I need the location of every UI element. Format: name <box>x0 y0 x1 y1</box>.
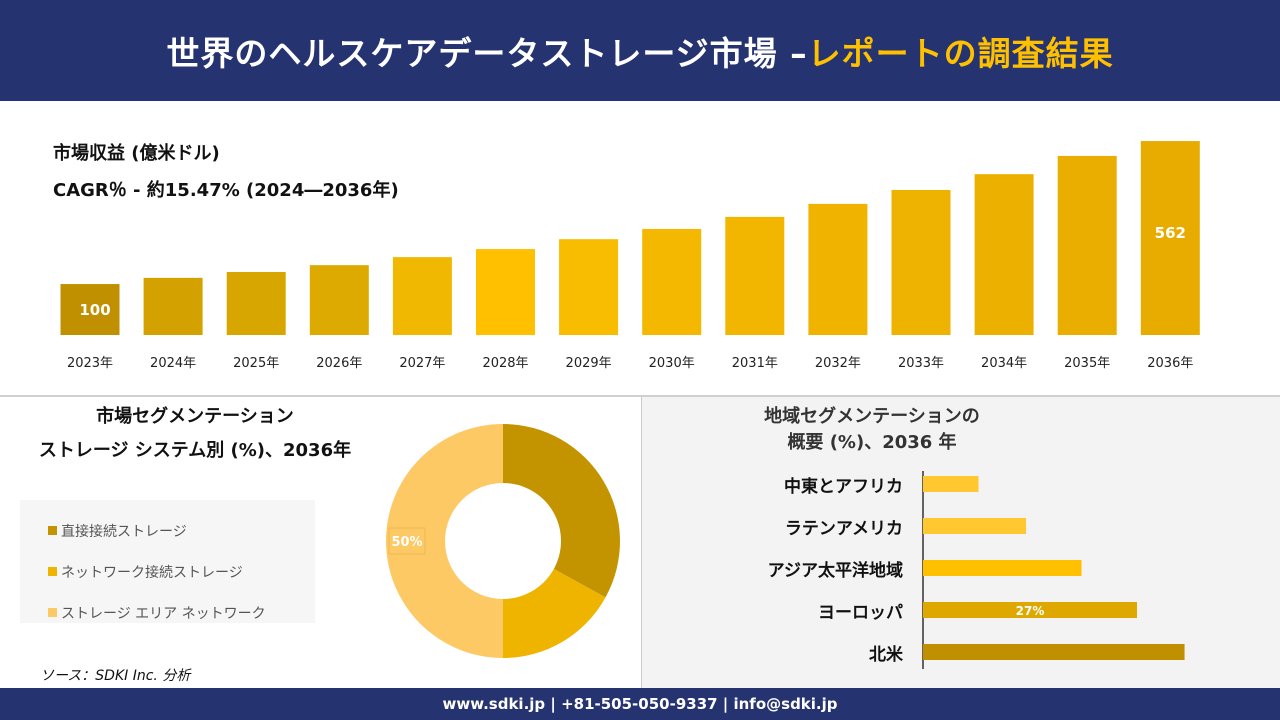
bar-ヨーロッパ <box>923 602 1137 618</box>
region-title-1: 地域セグメンテーションの <box>764 406 980 427</box>
bar-2031年 <box>725 216 785 335</box>
y-tick-label: ヨーロッパ <box>818 603 903 623</box>
region-title-2: 概要 (%)、2036 年 <box>787 432 957 453</box>
y-tick-label: アジア太平洋地域 <box>767 561 903 581</box>
x-tick-label: 2026年 <box>316 356 362 371</box>
bar-中東とアフリカ <box>923 476 979 492</box>
storage-donut-chart: 50% <box>386 424 620 658</box>
legend-label: 直接接続ストレージ <box>61 523 187 540</box>
bar-2029年 <box>559 239 619 335</box>
x-tick-label: 2023年 <box>67 356 113 371</box>
y-tick-label: 中東とアフリカ <box>784 477 903 497</box>
x-tick-label: 2025年 <box>233 356 279 371</box>
legend-item: 直接接続ストレージ <box>48 510 315 551</box>
x-tick-label: 2036年 <box>1147 356 1193 371</box>
legend-item: ネットワーク接続ストレージ <box>48 551 315 592</box>
region-bar-chart: 27% <box>922 471 1185 669</box>
footer-contact: www.sdki.jp | +81-505-050-9337 | info@sd… <box>0 688 1280 720</box>
source-note: ソース：SDKI Inc. 分析 <box>40 668 191 684</box>
bar-2033年 <box>891 189 951 335</box>
divider <box>0 395 1280 397</box>
legend-swatch <box>48 526 57 535</box>
donut-slice-0 <box>503 424 620 598</box>
x-tick-label: 2035年 <box>1064 356 1110 371</box>
data-label-box <box>388 527 426 555</box>
bar-2034年 <box>974 174 1034 335</box>
x-tick-label: 2024年 <box>150 356 196 371</box>
legend-swatch <box>48 567 57 576</box>
legend-swatch <box>48 608 57 617</box>
data-label: 50% <box>391 535 422 550</box>
legend-label: ストレージ エリア ネットワーク <box>61 605 266 622</box>
header-title: 世界のヘルスケアデータストレージ市場 – <box>166 33 808 73</box>
bar-アジア太平洋地域 <box>923 560 1082 576</box>
bar-2035年 <box>1057 155 1117 335</box>
bar-2024年 <box>143 277 203 335</box>
bar-2032年 <box>808 203 868 335</box>
data-label: 27% <box>1016 604 1045 618</box>
bar-2025年 <box>226 271 286 335</box>
storage-segment-section: 市場セグメンテーション ストレージ システム別 (%)、2036年 直接接続スト… <box>0 397 640 688</box>
x-tick-label: 2027年 <box>399 356 445 371</box>
bar-2027年 <box>392 257 452 335</box>
region-segment-section: 地域セグメンテーションの 概要 (%)、2036 年 中東とアフリカ ラテンアメリ… <box>641 397 1280 688</box>
x-tick-label: 2031年 <box>732 356 778 371</box>
bar-2028年 <box>476 249 535 335</box>
bar-2026年 <box>309 265 369 335</box>
legend-label: ネットワーク接続ストレージ <box>61 564 243 581</box>
page-header: 世界のヘルスケアデータストレージ市場 – レポートの調査結果 <box>0 0 1280 101</box>
donut-legend: 直接接続ストレージネットワーク接続ストレージストレージ エリア ネットワーク <box>20 500 315 623</box>
x-tick-label: 2028年 <box>482 356 528 371</box>
donut-slice-2 <box>386 424 503 658</box>
x-tick-label: 2032年 <box>815 356 861 371</box>
revenue-label: 市場収益 (億米ドル) <box>53 143 220 164</box>
data-label: 562 <box>1155 224 1186 242</box>
x-tick-label: 2033年 <box>898 356 944 371</box>
x-tick-label: 2030年 <box>649 356 695 371</box>
bar-ラテンアメリカ <box>923 518 1027 534</box>
revenue-section: 市場収益 (億米ドル) CAGR％ - 約15.47% (2024―2036年)… <box>0 101 1280 395</box>
x-tick-label: 2034年 <box>981 356 1027 371</box>
bar-2030年 <box>642 228 702 335</box>
legend-item: ストレージ エリア ネットワーク <box>48 592 315 633</box>
y-tick-label: 北米 <box>869 645 903 665</box>
donut-title-1: 市場セグメンテーション <box>96 406 294 427</box>
bar-2023年 <box>60 284 120 335</box>
donut-slice-1 <box>503 568 606 658</box>
cagr-label: CAGR％ - 約15.47% (2024―2036年) <box>53 180 399 201</box>
donut-title-2: ストレージ システム別 (%)、2036年 <box>38 440 352 461</box>
bar-2036年 <box>1140 141 1200 335</box>
header-title-accent: レポートの調査結果 <box>807 33 1114 73</box>
bar-北米 <box>923 644 1185 660</box>
revenue-bar-chart: 2023年 100 2024年 2025年 2026年 2027年 2028年 2029年 20… <box>60 141 1200 371</box>
data-label: 100 <box>79 301 110 319</box>
y-tick-label: ラテンアメリカ <box>784 519 903 539</box>
x-tick-label: 2029年 <box>566 356 612 371</box>
